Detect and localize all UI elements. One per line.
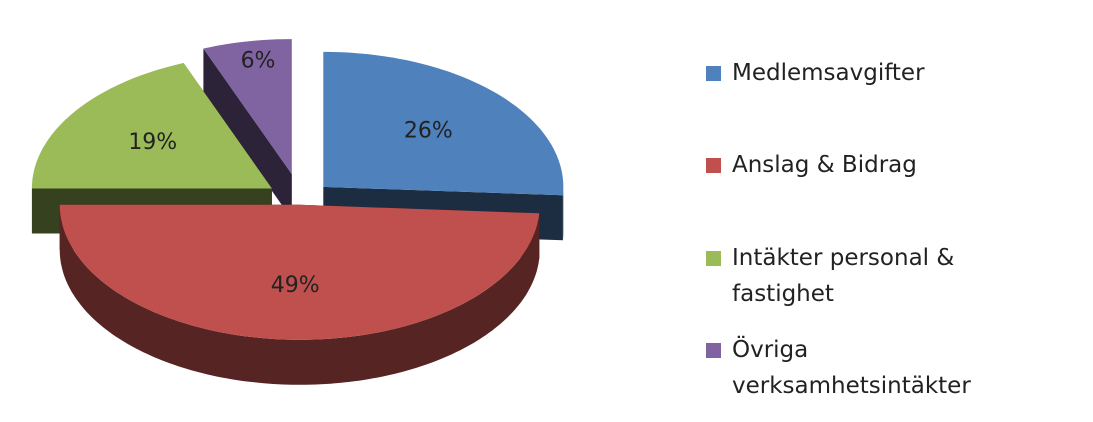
slice bbox=[323, 51, 564, 196]
legend-item: Övriga verksamhetsintäkter bbox=[706, 332, 1006, 404]
slice bbox=[31, 63, 272, 189]
legend-item: Intäkter personal & fastighet bbox=[706, 240, 1006, 312]
slice bbox=[203, 39, 292, 175]
data-label: 26% bbox=[404, 118, 453, 143]
legend-label: Medlemsavgifter bbox=[732, 60, 925, 86]
slice-side bbox=[203, 48, 292, 220]
legend-label: Övriga verksamhetsintäkter bbox=[732, 337, 971, 399]
data-label: 49% bbox=[271, 273, 320, 298]
legend-label: Intäkter personal & fastighet bbox=[732, 245, 955, 307]
legend-item: Medlemsavgifter bbox=[706, 55, 1006, 91]
legend-swatch bbox=[706, 343, 721, 358]
slice-side bbox=[59, 204, 540, 385]
legend-swatch bbox=[706, 66, 721, 81]
legend-swatch bbox=[706, 158, 721, 173]
legend-item: Anslag & Bidrag bbox=[706, 147, 1006, 183]
data-label: 19% bbox=[128, 130, 177, 155]
slice bbox=[59, 204, 540, 340]
pie-area: 6% 26% 19% 49% bbox=[31, 39, 564, 385]
data-label: 6% bbox=[241, 48, 276, 73]
legend-swatch bbox=[706, 251, 721, 266]
legend-label: Anslag & Bidrag bbox=[732, 152, 917, 178]
